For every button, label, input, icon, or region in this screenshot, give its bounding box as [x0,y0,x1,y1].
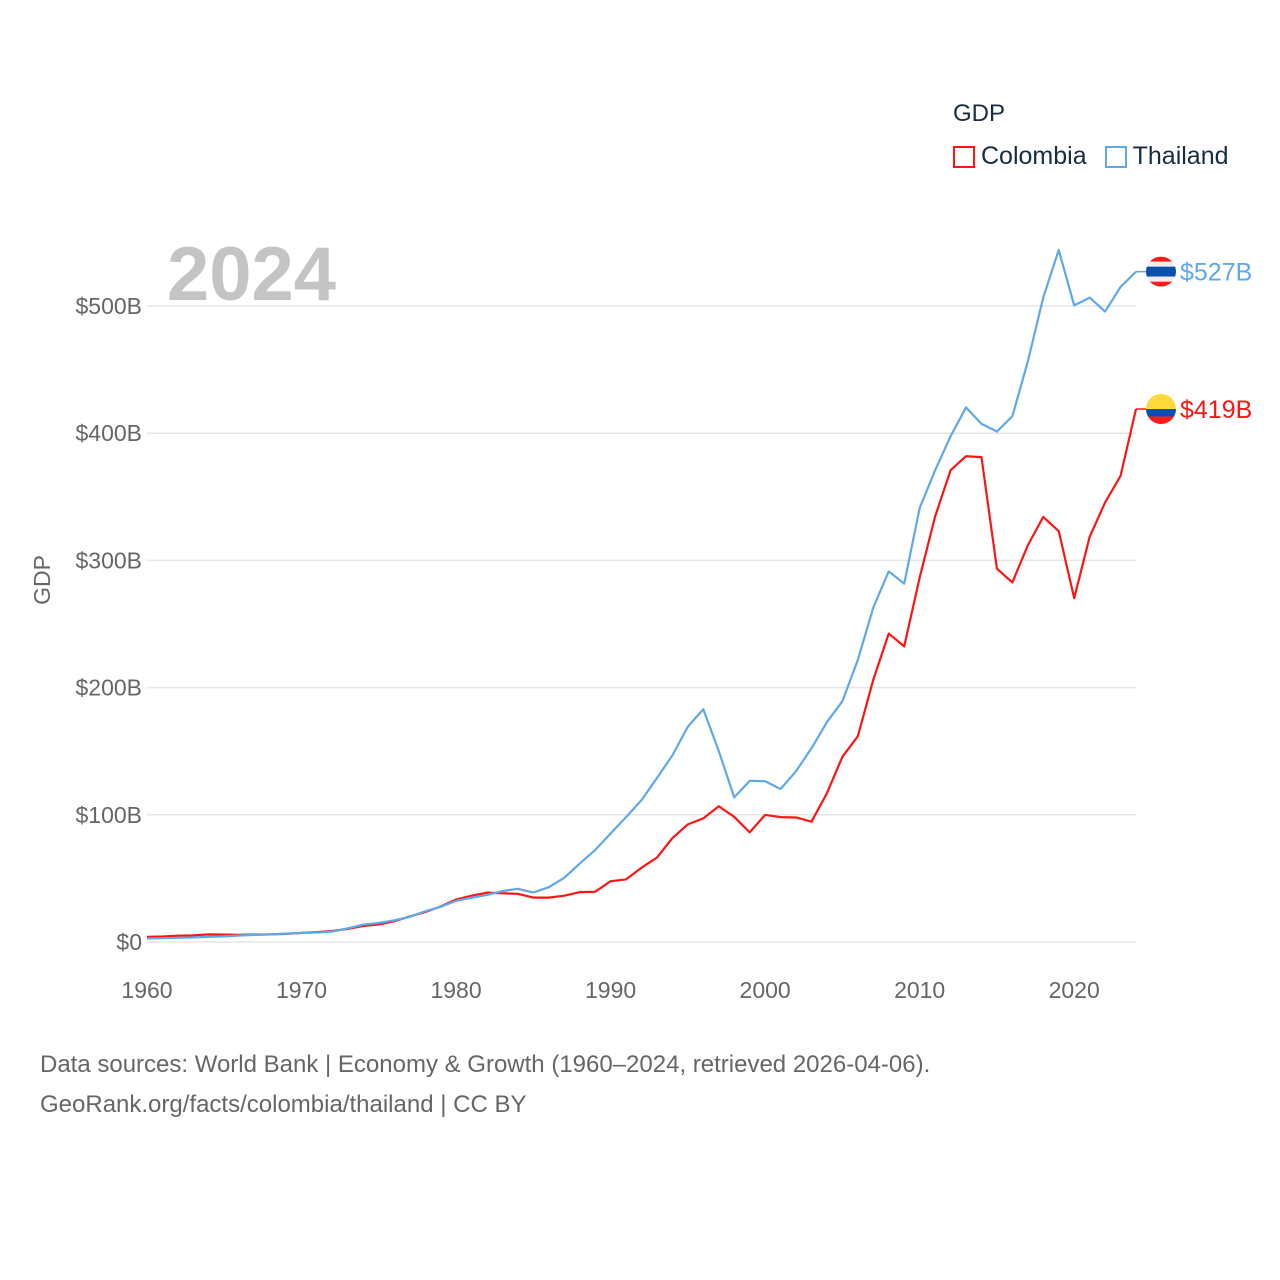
end-value-label: $419B [1180,396,1252,424]
legend-item-thailand[interactable]: Thailand [1104,142,1229,171]
x-axis-ticks: 1960 1970 1980 1990 2000 2010 2020 [121,977,1099,1003]
x-tick-label: 1980 [430,977,481,1003]
series-line-thailand [146,248,1137,940]
year-watermark: 2024 [167,232,336,317]
end-markers: $419B $527B [1136,256,1252,425]
series-lines [146,248,1138,940]
legend-label: Thailand [1132,142,1229,170]
y-tick-label: $0 [116,929,142,955]
x-tick-label: 2000 [740,977,791,1003]
y-tick-label: $200B [75,675,142,701]
source-line-2: GeoRank.org/facts/colombia/thailand | CC… [40,1091,527,1118]
source-line-1: Data sources: World Bank | Economy & Gro… [40,1051,931,1078]
y-tick-label: $300B [75,547,142,573]
y-tick-label: $100B [75,802,142,828]
y-tick-label: $500B [75,293,142,319]
legend-item-colombia[interactable]: Colombia [953,142,1087,171]
source-note: Data sources: World Bank | Economy & Gro… [40,1045,930,1125]
x-tick-label: 1970 [276,977,327,1003]
y-tick-label: $400B [75,420,142,446]
legend-swatch-colombia [953,145,975,168]
legend-label: Colombia [981,142,1087,170]
x-tick-label: 1990 [585,977,636,1003]
flag-icon-colombia [1146,394,1176,425]
y-axis-ticks: $0 $100B $200B $300B $400B $500B [75,293,142,955]
grid [147,305,1136,943]
x-tick-label: 2020 [1049,977,1100,1003]
legend: Colombia Thailand [953,142,1229,171]
legend-swatch-thailand [1104,145,1127,168]
x-tick-label: 1960 [121,977,172,1003]
y-axis-label: GDP [29,555,55,605]
end-value-label: $527B [1180,259,1252,287]
x-tick-label: 2010 [894,977,945,1003]
series-line-colombia [146,408,1138,939]
flag-icon-thailand [1146,256,1176,287]
legend-title: GDP [953,100,1006,127]
